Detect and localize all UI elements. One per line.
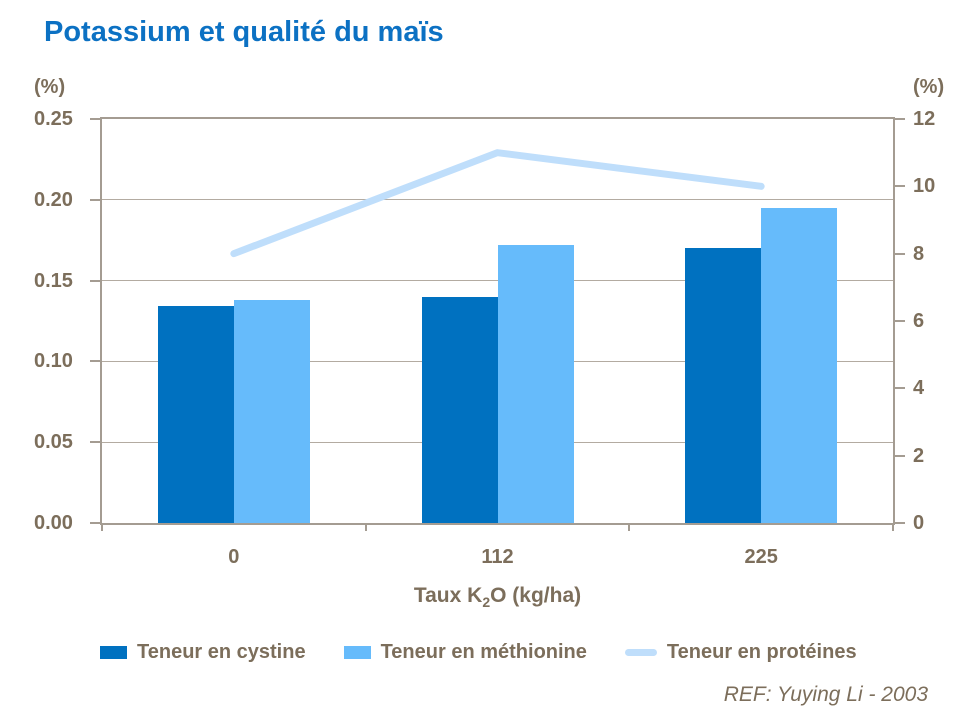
x-axis-title-pre: Taux K (413, 584, 483, 607)
right-axis-tick-label: 2 (913, 444, 925, 467)
x-axis-tick (364, 525, 367, 531)
x-axis-title: Taux K2O (kg/ha) (100, 584, 895, 610)
legend-item-teneur-en-cystine: Teneur en cystine (100, 641, 306, 664)
ref-note: REF: Yuying Li - 2003 (723, 683, 928, 706)
bar-teneur-en-methionine-2 (761, 207, 838, 523)
plot-area (100, 117, 895, 525)
legend-swatch-line (624, 649, 657, 656)
legend-item-teneur-en-methionine: Teneur en méthionine (343, 641, 587, 664)
x-axis-tick (628, 525, 631, 531)
legend-item-teneur-en-proteines: Teneur en protéines (624, 641, 857, 664)
left-axis-tick (90, 441, 100, 444)
legend-swatch-bar (343, 646, 371, 659)
bar-teneur-en-cystine-2 (685, 248, 762, 523)
left-axis-tick (90, 198, 100, 201)
x-category-label: 225 (744, 546, 778, 568)
x-axis-title-post: O (kg/ha) (490, 584, 582, 607)
right-axis-tick (895, 387, 905, 390)
left-axis-tick (90, 360, 100, 363)
right-axis-tick-label: 4 (913, 377, 925, 400)
left-axis-tick (90, 522, 100, 524)
bar-teneur-en-cystine-1 (421, 296, 498, 523)
right-axis-tick (895, 454, 905, 457)
right-axis-tick (895, 185, 905, 188)
left-axis-unit: (%) (34, 76, 66, 98)
left-axis-tick-label: 0.10 (34, 350, 73, 373)
right-axis-tick-label: 10 (913, 175, 936, 198)
right-axis-tick (895, 252, 905, 255)
right-axis-tick (895, 522, 905, 524)
right-axis-tick-label: 0 (913, 512, 925, 534)
left-axis-tick-label: 0.00 (34, 512, 73, 534)
bar-teneur-en-cystine-0 (157, 306, 234, 523)
left-axis-tick-label: 0.15 (34, 269, 73, 292)
x-category-label: 112 (481, 546, 514, 568)
x-category-label: 0 (228, 546, 240, 568)
right-axis-tick (895, 320, 905, 322)
right-axis-tick-label: 8 (913, 242, 925, 265)
legend-label: Teneur en cystine (137, 641, 306, 663)
legend-swatch-bar (100, 646, 127, 659)
chart-title: Potassium et qualité du maïs (44, 16, 444, 48)
x-axis-tick (101, 525, 103, 531)
bar-teneur-en-methionine-1 (497, 245, 574, 523)
legend: Teneur en cystine Teneur en méthionine Ten… (100, 641, 857, 664)
right-axis-tick-label: 6 (913, 310, 925, 332)
left-axis-tick (90, 118, 100, 120)
x-axis-tick (892, 525, 894, 531)
left-axis-tick (90, 279, 100, 282)
legend-label: Teneur en protéines (666, 641, 857, 663)
line-teneur-en-proteines (230, 149, 765, 258)
right-axis-tick-label: 12 (913, 108, 936, 130)
left-axis-tick-label: 0.25 (34, 108, 73, 130)
legend-label: Teneur en méthionine (380, 641, 587, 663)
bar-teneur-en-methionine-0 (233, 300, 310, 523)
x-axis-title-sub: 2 (482, 594, 491, 611)
left-axis-tick-label: 0.05 (34, 431, 73, 454)
right-axis-tick (895, 118, 905, 120)
left-axis-tick-label: 0.20 (34, 188, 73, 211)
right-axis-unit: (%) (913, 76, 945, 98)
gridline (102, 199, 893, 201)
